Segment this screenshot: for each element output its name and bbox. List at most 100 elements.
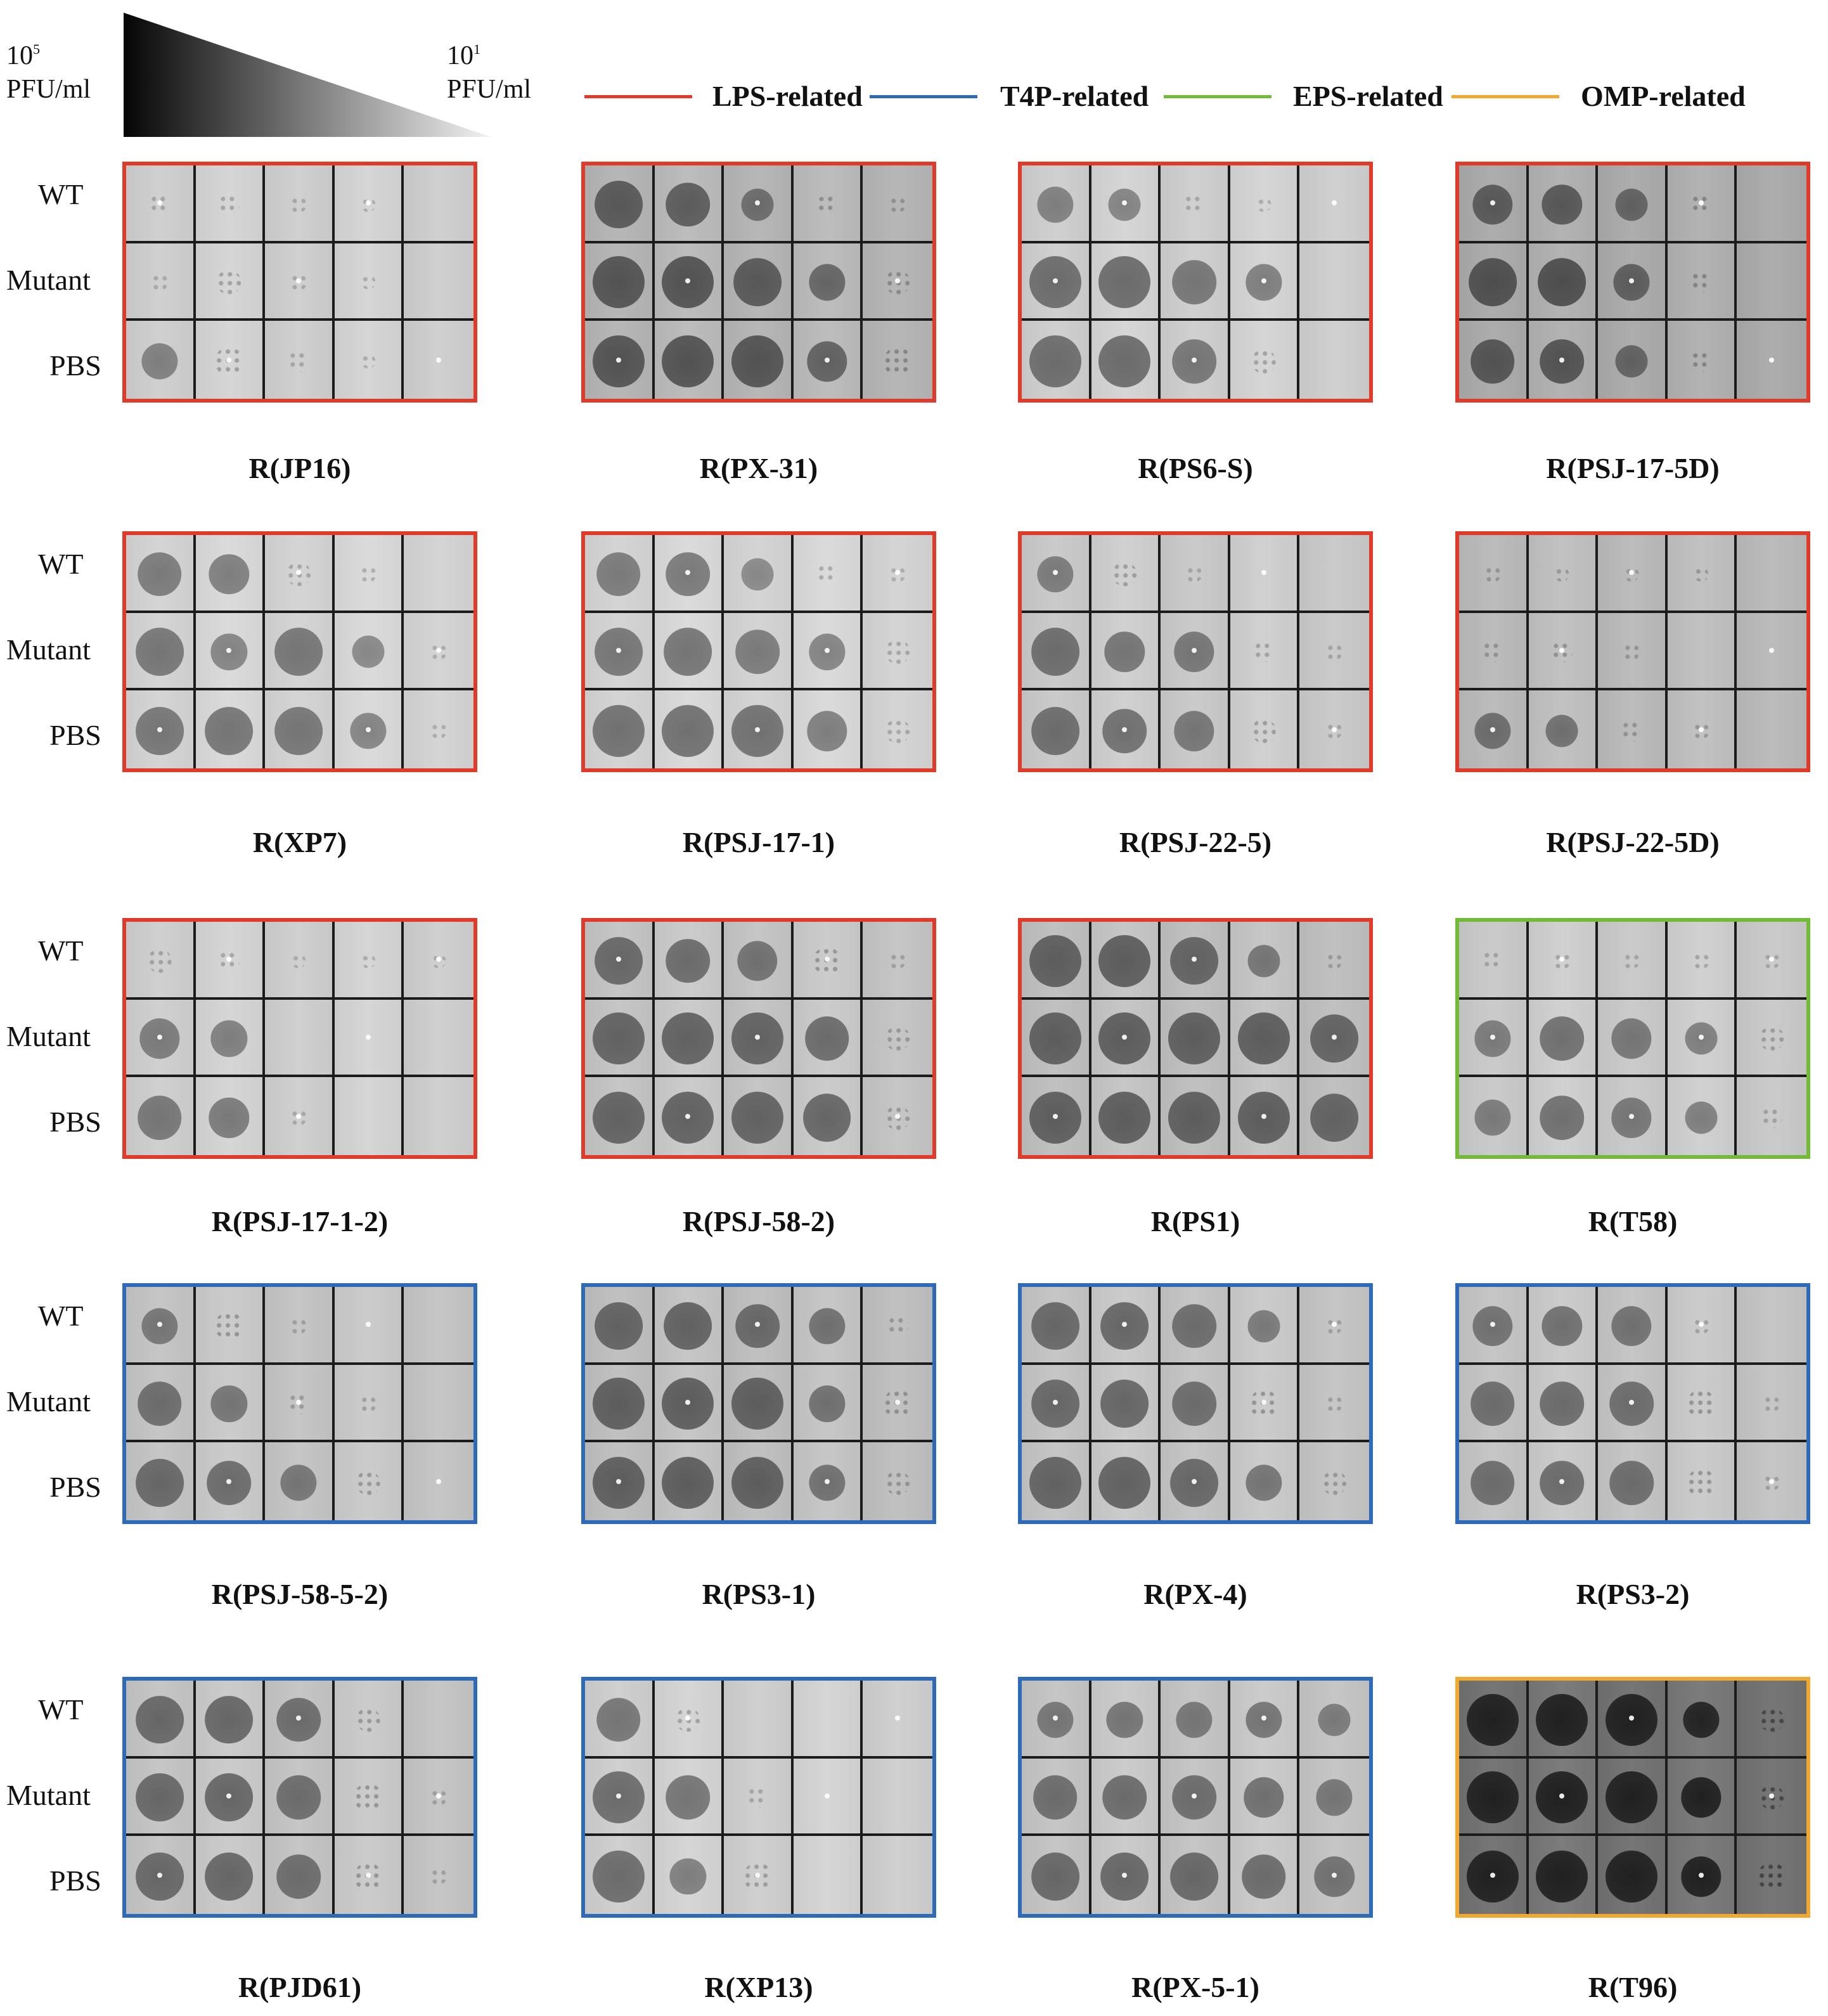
plate-well	[334, 243, 404, 321]
plate-well	[1230, 243, 1300, 321]
plate-well	[1299, 1758, 1369, 1837]
lysis-spot	[135, 1459, 184, 1508]
puncture-dot	[1052, 1399, 1058, 1405]
plate-well	[654, 999, 724, 1078]
puncture-dot	[1490, 1872, 1495, 1878]
puncture-dot	[1769, 957, 1775, 962]
plate-well	[334, 1364, 404, 1443]
plate-well	[1299, 612, 1369, 691]
plate-well	[1528, 1077, 1599, 1155]
lysis-spot	[291, 953, 306, 969]
high-concentration-label: 105 PFU/ml	[6, 41, 91, 104]
lysis-spot	[1100, 1380, 1149, 1428]
lysis-spot	[209, 553, 250, 595]
plate-well	[334, 1442, 404, 1520]
plate-well	[334, 535, 404, 613]
puncture-dot	[1698, 1034, 1704, 1040]
plate-well	[1161, 1681, 1230, 1759]
lysis-spot	[731, 1092, 783, 1144]
lysis-spot	[210, 1020, 247, 1057]
plate-well	[126, 321, 196, 399]
plate-well	[404, 1077, 473, 1155]
puncture-dot	[685, 1716, 691, 1721]
puncture-dot	[1332, 1872, 1337, 1878]
lysis-spot	[666, 938, 711, 983]
plate-well	[585, 1681, 655, 1759]
plate-grid	[585, 922, 932, 1155]
plate-well	[1667, 922, 1737, 1000]
plaque-assay-plate	[581, 1283, 936, 1524]
lysis-spot	[1621, 720, 1642, 742]
plate-well	[793, 1836, 863, 1914]
puncture-dot	[1490, 727, 1495, 732]
plate-well	[1299, 1077, 1369, 1155]
plate-grid	[1022, 922, 1369, 1155]
plate-well	[1022, 1836, 1091, 1914]
plate-well	[195, 1077, 266, 1155]
plate-well	[265, 1681, 335, 1759]
lysis-spot	[214, 1312, 243, 1341]
puncture-dot	[1191, 1793, 1197, 1799]
plaque-assay-plate	[581, 918, 936, 1159]
lysis-spot	[1482, 642, 1503, 662]
plate-well	[654, 535, 724, 613]
lysis-spot	[356, 1707, 380, 1732]
plate-well	[195, 1758, 266, 1837]
plate-well	[1230, 321, 1300, 399]
plate-well	[1737, 999, 1806, 1078]
plate-well	[1230, 922, 1300, 1000]
lysis-spot	[135, 1695, 184, 1744]
lysis-spot	[1183, 194, 1205, 215]
plate-well	[404, 243, 473, 321]
lysis-spot	[885, 640, 910, 664]
plate-well	[724, 1364, 794, 1443]
lysis-spot	[1029, 934, 1081, 987]
lysis-spot	[1104, 631, 1145, 673]
puncture-dot	[1559, 647, 1565, 653]
plate-well	[126, 1364, 196, 1443]
lysis-spot	[1615, 188, 1648, 221]
plate-well	[724, 999, 794, 1078]
plate-well	[1299, 1681, 1369, 1759]
lysis-spot	[1318, 1703, 1351, 1736]
plate-well	[1091, 922, 1161, 1000]
plate-well	[1528, 1836, 1599, 1914]
puncture-dot	[1628, 1113, 1634, 1119]
row-label-wt: WT	[38, 1300, 84, 1332]
plaque-assay-plate	[1018, 1677, 1373, 1918]
plate-well	[195, 243, 266, 321]
row-label-pbs: PBS	[49, 1106, 101, 1138]
plate-well	[1737, 321, 1806, 399]
plate-well	[1091, 165, 1161, 243]
plate-well	[1459, 1836, 1529, 1914]
plate-well	[1022, 1442, 1091, 1520]
plate-well	[126, 612, 196, 691]
plate-well	[195, 535, 266, 613]
plate-well	[654, 243, 724, 321]
plate-well	[195, 1836, 266, 1914]
plate-well	[1459, 1364, 1529, 1443]
plate-well	[334, 165, 404, 243]
plate-well	[793, 243, 863, 321]
plate-well	[1299, 243, 1369, 321]
plate-well	[724, 1836, 794, 1914]
plate-well	[126, 243, 196, 321]
puncture-dot	[895, 278, 901, 283]
plate-well	[1459, 535, 1529, 613]
plate-well	[1598, 321, 1668, 399]
plate-well	[585, 1836, 655, 1914]
plate-well	[654, 922, 724, 1000]
plate-well	[1737, 1287, 1806, 1365]
plate-well	[793, 1442, 863, 1520]
lysis-spot	[889, 952, 906, 969]
plaque-assay-plate	[122, 1677, 477, 1918]
puncture-dot	[1052, 278, 1058, 283]
lysis-spot	[430, 723, 447, 740]
plate-well	[1459, 1077, 1529, 1155]
plate-well	[1161, 922, 1230, 1000]
plate-well	[195, 1364, 266, 1443]
lysis-spot	[804, 1016, 849, 1061]
plate-well	[404, 165, 473, 243]
lysis-spot	[1112, 562, 1137, 586]
plate-well	[265, 612, 335, 691]
